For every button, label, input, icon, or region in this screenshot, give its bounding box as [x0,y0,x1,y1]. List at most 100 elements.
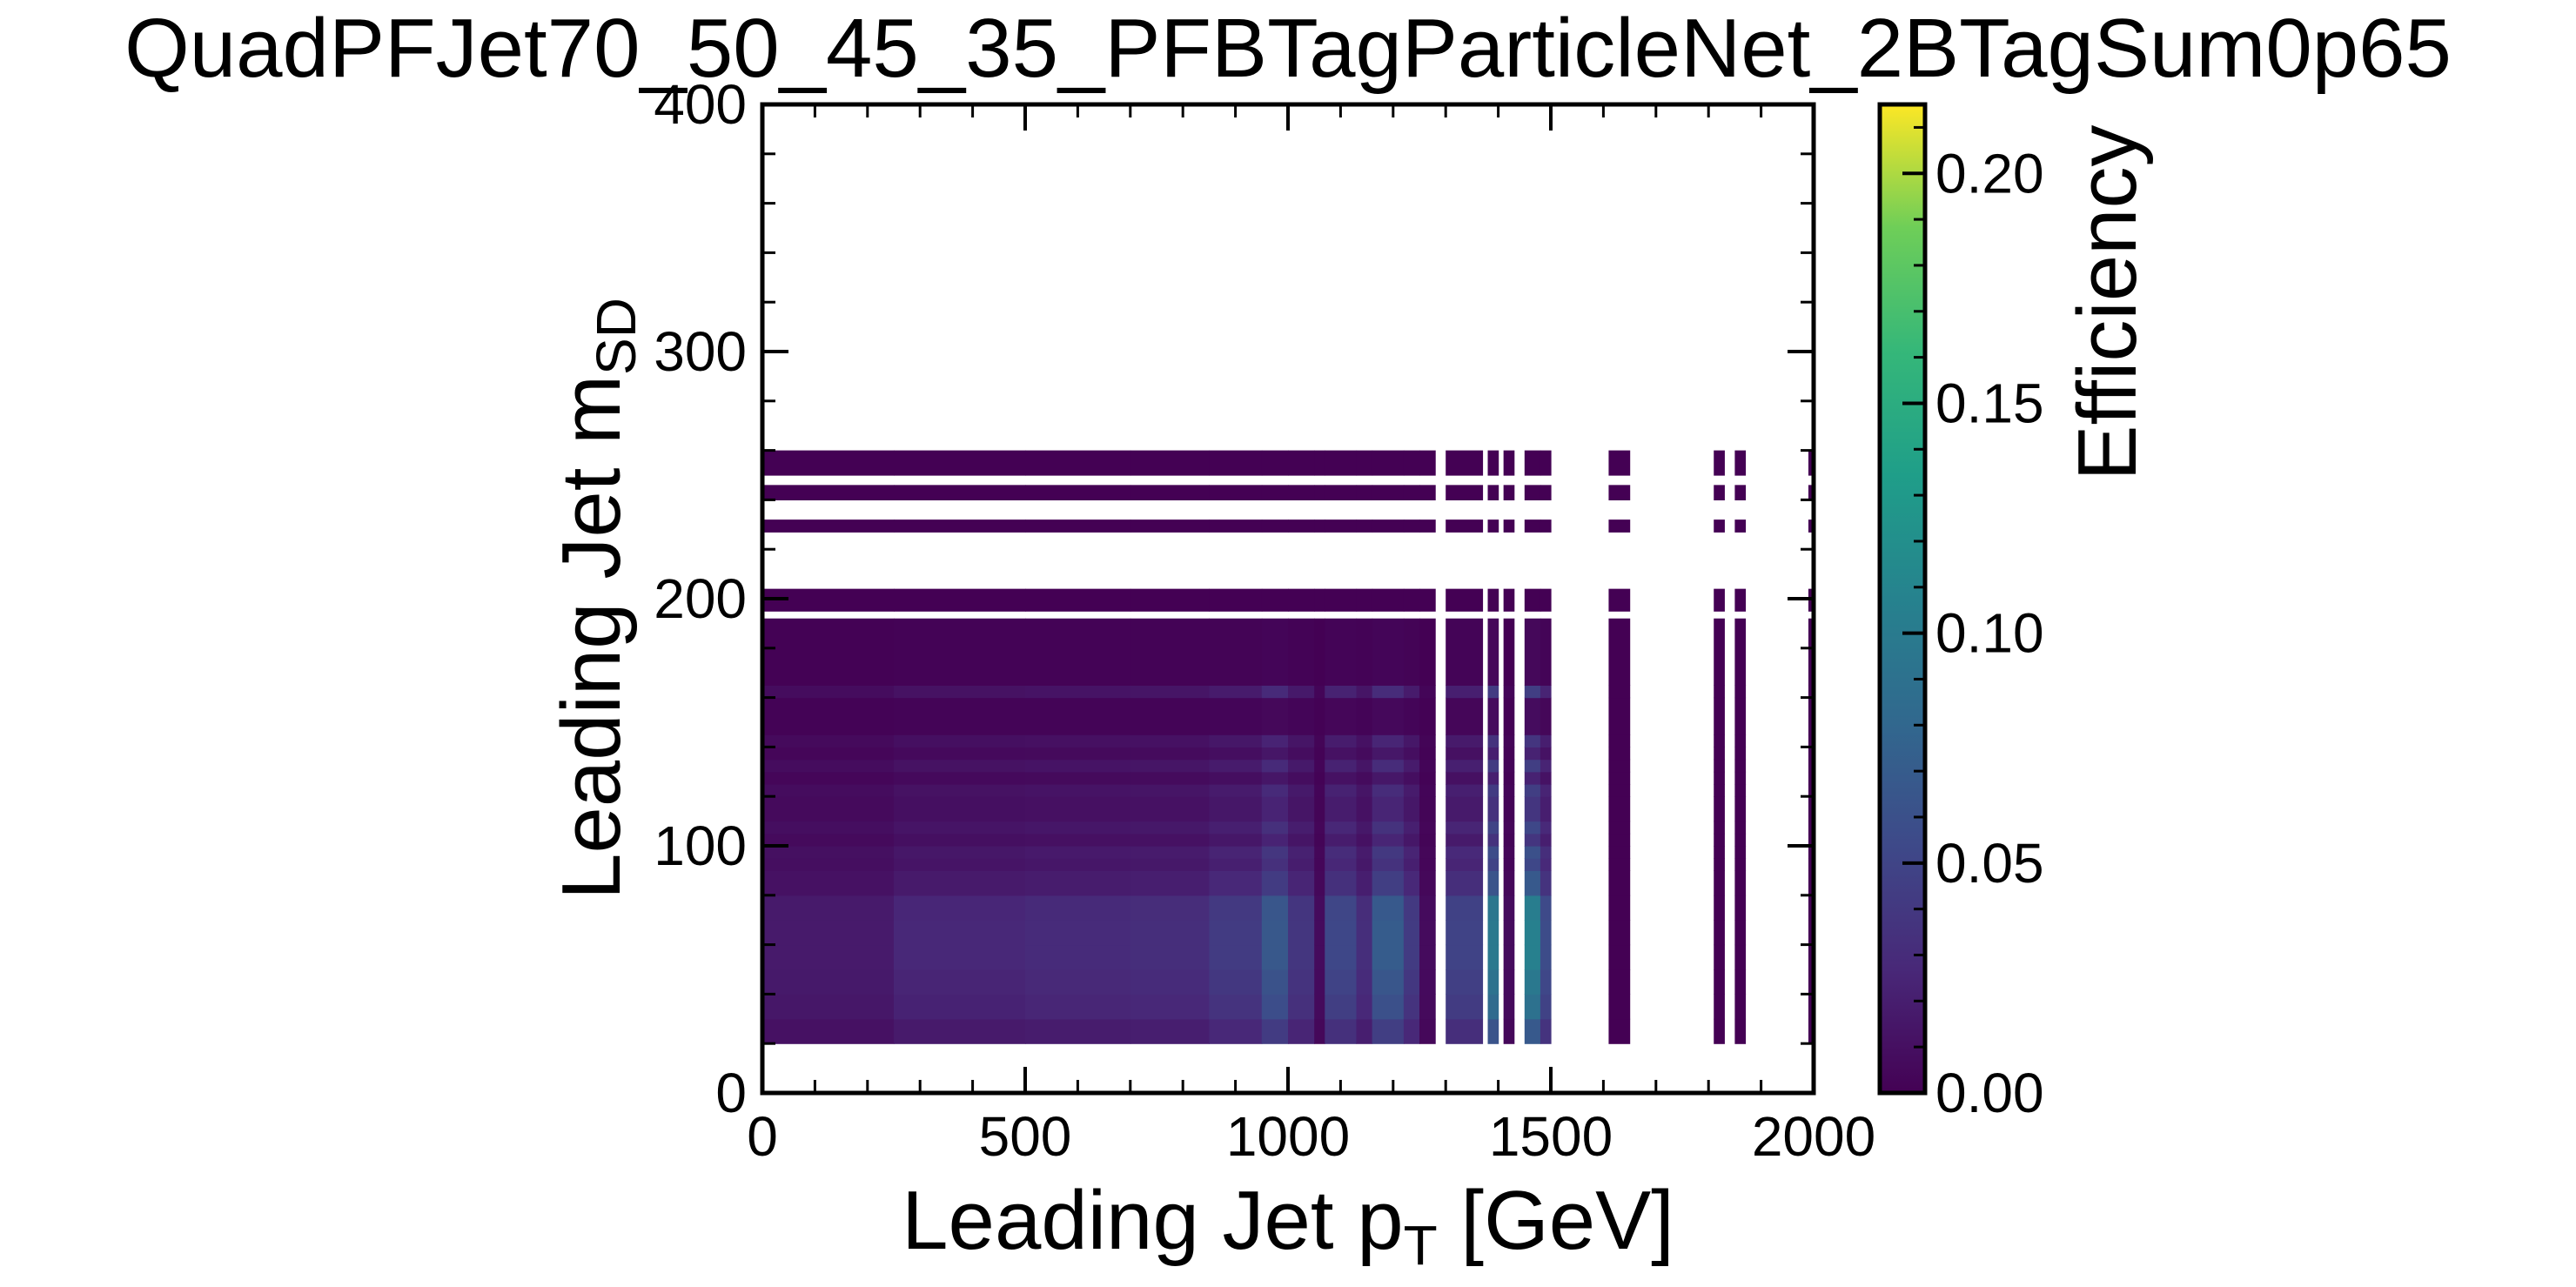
heatmap-cell [1403,895,1420,921]
heatmap-cell [1503,784,1515,797]
heatmap-cell [1372,821,1405,835]
heatmap-cell [1288,485,1315,500]
heatmap-cell [1608,519,1631,533]
heatmap-cell [1734,588,1747,612]
heatmap-cell [762,796,895,822]
heatmap-cell [1403,784,1420,797]
heatmap-cell [1503,846,1515,859]
heatmap-cell [1025,1018,1131,1044]
heatmap-cell [1487,1018,1499,1044]
heatmap-cell [1288,846,1315,859]
heatmap-cell [1540,485,1552,500]
heatmap-cell [1734,994,1747,1020]
heatmap-cell [1356,944,1373,970]
heatmap-cell [1419,519,1436,533]
x-tick-label: 1500 [1489,1105,1613,1168]
heatmap-cell [894,920,1026,946]
heatmap-cell [1261,685,1289,699]
heatmap-cell [1209,821,1263,835]
heatmap-cell [1734,944,1747,970]
heatmap-cell [1261,759,1289,773]
heatmap-cell [1025,747,1131,761]
heatmap-cell [1325,833,1358,847]
heatmap-cell [762,519,895,533]
heatmap-cell [1403,588,1420,612]
heatmap-cell [894,994,1026,1020]
heatmap-cell [1209,734,1263,747]
heatmap-cell [1419,450,1436,476]
heatmap-cell [1419,895,1436,921]
heatmap-cell [1540,450,1552,476]
heatmap-cell [1356,759,1373,773]
heatmap-cell [1524,485,1541,500]
heatmap-cell [1524,821,1541,835]
heatmap-cell [1372,485,1405,500]
heatmap-cell [1372,796,1405,822]
heatmap-cell [1503,858,1515,871]
heatmap-cell [894,485,1026,500]
heatmap-cell [1356,485,1373,500]
heatmap-cell [1714,588,1725,612]
heatmap-cell [1524,450,1541,476]
heatmap-cell [1503,920,1515,946]
heatmap-cell [1261,734,1289,747]
heatmap-cell [1403,685,1420,699]
heatmap-cell [1714,858,1725,871]
heatmap-cell [1808,846,1815,859]
heatmap-cell [1540,796,1552,822]
heatmap-cell [1487,685,1499,699]
heatmap-cell [1446,833,1484,847]
heatmap-cell [1714,450,1725,476]
heatmap-cell [1288,833,1315,847]
heatmap-cell [1540,685,1552,699]
heatmap-cell [1487,833,1499,847]
heatmap-cell [1209,618,1263,686]
heatmap-cell [1209,1018,1263,1044]
heatmap-cell [1025,734,1131,747]
heatmap-cell [1487,994,1499,1020]
heatmap-cell [1524,920,1541,946]
heatmap-cell [1314,450,1325,476]
heatmap-cell [1419,969,1436,995]
heatmap-cell [1503,759,1515,773]
heatmap-cell [1025,969,1131,995]
heatmap-cell [1419,994,1436,1020]
heatmap-cell [894,759,1026,773]
heatmap-cell [1325,821,1358,835]
heatmap-cell [1325,944,1358,970]
heatmap-cell [1808,969,1815,995]
colorbar-ticks: 0.00 0.05 0.10 0.15 0.20 [1902,125,2044,1124]
heatmap-cell [1503,969,1515,995]
heatmap-cell [894,796,1026,822]
heatmap-cell [1288,759,1315,773]
heatmap-cell [1288,944,1315,970]
heatmap-cell [1734,920,1747,946]
heatmap-cell [1314,485,1325,500]
heatmap-cell [1325,796,1358,822]
heatmap-cell [1808,994,1815,1020]
heatmap-cell [1734,519,1747,533]
heatmap-cell [1130,759,1210,773]
heatmap-cell [1808,618,1815,686]
heatmap-cell [762,771,895,785]
heatmap-cell [1314,697,1325,735]
heatmap-cell [1209,870,1263,896]
x-tick-label: 0 [747,1105,778,1168]
heatmap-cell [894,821,1026,835]
heatmap-cell [1314,870,1325,896]
heatmap-cell [1325,969,1358,995]
heatmap-cell [1540,895,1552,921]
heatmap-cell [1503,895,1515,921]
heatmap-cell [1524,969,1541,995]
heatmap-cell [1025,846,1131,859]
heatmap-cell [1314,944,1325,970]
heatmap-cell [1734,870,1747,896]
colorbar-tick-label: 0.00 [1935,1062,2044,1124]
heatmap-cell [1487,519,1499,533]
heatmap-cell [1419,734,1436,747]
heatmap-cell [1209,588,1263,612]
heatmap-cell [894,969,1026,995]
heatmap-cell [1540,747,1552,761]
heatmap-cell [1314,759,1325,773]
heatmap-cell [1446,734,1484,747]
